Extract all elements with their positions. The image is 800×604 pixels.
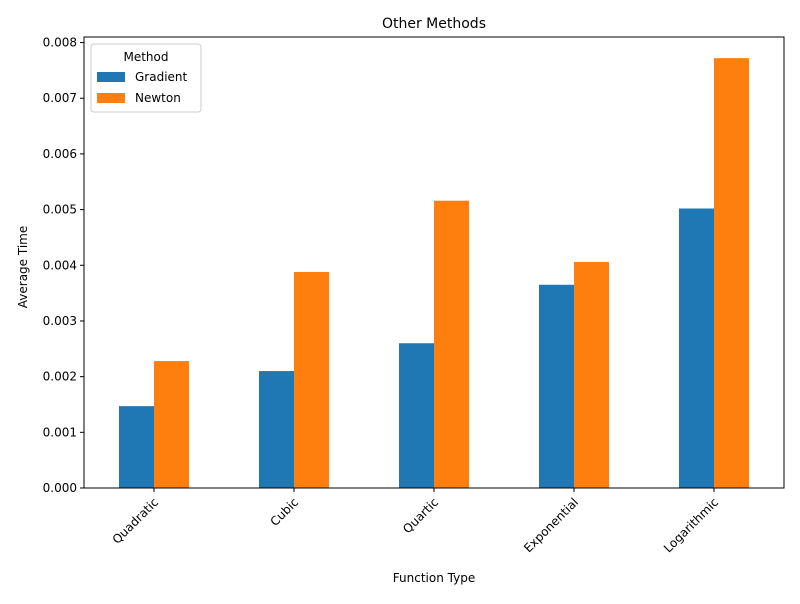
chart-title: Other Methods <box>382 16 486 32</box>
legend-label: Gradient <box>135 70 188 84</box>
x-axis-label: Function Type <box>393 571 475 585</box>
y-tick-label: 0.005 <box>43 203 77 217</box>
legend-title: Method <box>123 50 168 64</box>
bar-gradient-quadratic <box>119 406 154 488</box>
x-tick-label: Quadratic <box>110 495 162 547</box>
y-tick-label: 0.004 <box>43 258 77 272</box>
bar-newton-logarithmic <box>714 58 749 489</box>
x-tick-label: Logarithmic <box>661 495 721 555</box>
bar-gradient-quartic <box>399 343 434 488</box>
legend-swatch <box>97 72 125 82</box>
bar-gradient-cubic <box>259 371 294 488</box>
y-tick-label: 0.006 <box>43 147 77 161</box>
y-tick-label: 0.008 <box>43 36 77 50</box>
plot-area <box>119 58 749 489</box>
legend-swatch <box>97 93 125 103</box>
y-tick-label: 0.001 <box>43 425 77 439</box>
x-tick-label: Quartic <box>400 495 441 536</box>
legend: Method Gradient Newton <box>90 43 202 113</box>
x-tick-label: Exponential <box>521 495 581 555</box>
bar-gradient-exponential <box>539 284 574 488</box>
bar-newton-quadratic <box>154 361 189 488</box>
y-tick-label: 0.000 <box>43 481 77 495</box>
y-tick-label: 0.007 <box>43 91 77 105</box>
bar-newton-quartic <box>434 200 469 488</box>
bar-gradient-logarithmic <box>679 208 714 488</box>
bar-newton-exponential <box>574 261 609 488</box>
x-tick-label: Cubic <box>268 495 302 529</box>
y-axis-label: Average Time <box>16 226 30 308</box>
bar-newton-cubic <box>294 271 329 488</box>
y-tick-label: 0.003 <box>43 314 77 328</box>
legend-label: Newton <box>135 91 181 105</box>
y-tick-label: 0.002 <box>43 370 77 384</box>
